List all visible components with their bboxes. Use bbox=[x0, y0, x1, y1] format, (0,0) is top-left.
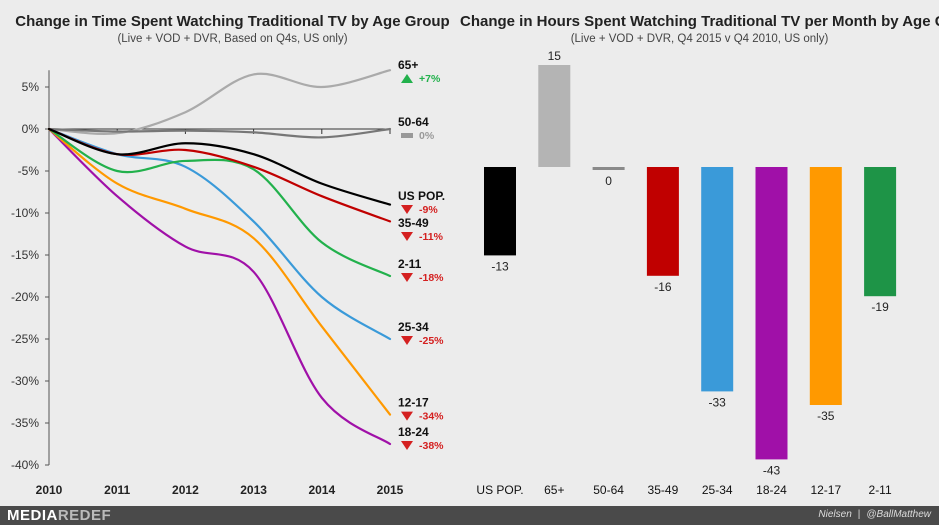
bar-value-35-49: -16 bbox=[654, 280, 672, 294]
y-tick-label: 0% bbox=[22, 122, 40, 136]
series-change-25-34: -25% bbox=[419, 335, 444, 347]
series-label-12-17: 12-17 bbox=[398, 396, 429, 410]
y-tick-label: -25% bbox=[11, 332, 39, 346]
y-tick-label: -15% bbox=[11, 248, 39, 262]
bar-65plus bbox=[538, 65, 571, 167]
flat-dash-icon bbox=[401, 133, 413, 138]
bar-18-24 bbox=[755, 167, 788, 460]
bar-value-2-11: -19 bbox=[871, 300, 889, 314]
down-arrow-icon bbox=[401, 205, 413, 214]
series-line-us-pop bbox=[47, 127, 392, 206]
series-change-us-pop: -9% bbox=[419, 204, 438, 216]
credit: Nielsen | @BallMatthew bbox=[818, 509, 931, 520]
y-tick-label: -30% bbox=[11, 374, 39, 388]
category-label-2-11: 2-11 bbox=[869, 483, 892, 497]
bar-50-64 bbox=[592, 167, 625, 170]
down-arrow-icon bbox=[401, 336, 413, 345]
series-change-65plus: +7% bbox=[419, 73, 441, 85]
series-line-35-49 bbox=[47, 127, 392, 223]
bar-chart-title: Change in Hours Spent Watching Tradition… bbox=[460, 13, 939, 30]
series-line-65plus bbox=[47, 69, 392, 135]
series-change-50-64: 0% bbox=[419, 130, 435, 142]
category-label-65plus: 65+ bbox=[544, 483, 564, 497]
series-label-us-pop: US POP. bbox=[398, 189, 445, 203]
bar-value-50-64: 0 bbox=[605, 174, 612, 188]
series-label-65plus: 65+ bbox=[398, 58, 418, 72]
series-line-50-64 bbox=[47, 127, 392, 139]
source-label: Nielsen bbox=[818, 509, 852, 520]
series-change-2-11: -18% bbox=[419, 272, 444, 284]
line-chart: 5% 0% -5% -10% -15% -20% -25% -30% -35% -40% 2010 2… bbox=[11, 58, 445, 497]
x-tick-label: 2013 bbox=[240, 483, 267, 497]
x-tick-label: 2014 bbox=[308, 483, 335, 497]
author-handle: @BallMatthew bbox=[866, 509, 931, 520]
brand-logo: MEDIAREDEF bbox=[7, 507, 111, 524]
bar-2-11 bbox=[864, 167, 897, 297]
series-line-2-11 bbox=[47, 127, 392, 278]
x-tick-label: 2012 bbox=[172, 483, 199, 497]
bar-value-12-17: -35 bbox=[817, 409, 835, 423]
line-chart-subtitle: (Live + VOD + DVR, Based on Q4s, US only… bbox=[117, 33, 348, 45]
x-tick-label: 2015 bbox=[377, 483, 404, 497]
category-label-50-64: 50-64 bbox=[593, 483, 624, 497]
credit-separator: | bbox=[857, 509, 861, 520]
series-label-18-24: 18-24 bbox=[398, 425, 429, 439]
series-change-12-17: -34% bbox=[419, 411, 444, 423]
down-arrow-icon bbox=[401, 273, 413, 282]
series-label-2-11: 2-11 bbox=[398, 257, 422, 271]
y-tick-label: -40% bbox=[11, 458, 39, 472]
category-label-18-24: 18-24 bbox=[756, 483, 787, 497]
series-change-35-49: -11% bbox=[419, 231, 444, 243]
y-tick-label: -10% bbox=[11, 206, 39, 220]
brand-part-1: MEDIA bbox=[7, 507, 58, 524]
series-label-35-49: 35-49 bbox=[398, 216, 429, 230]
y-tick-label: -5% bbox=[18, 164, 40, 178]
bar-value-25-34: -33 bbox=[709, 395, 727, 409]
series-line-18-24 bbox=[47, 127, 392, 446]
line-chart-title: Change in Time Spent Watching Traditiona… bbox=[15, 13, 450, 30]
footer: MEDIAREDEF Nielsen | @BallMatthew bbox=[0, 506, 939, 525]
category-label-12-17: 12-17 bbox=[810, 483, 841, 497]
x-tick-label: 2011 bbox=[104, 483, 130, 497]
y-tick-label: 5% bbox=[22, 80, 40, 94]
bar-value-65plus: 15 bbox=[548, 49, 562, 63]
bar-35-49 bbox=[646, 167, 679, 276]
bar-chart: -13 US POP. 15 65+ 0 50-64 -16 35-49 -33 25-34 -43… bbox=[476, 49, 897, 497]
category-label-us-pop: US POP. bbox=[476, 483, 523, 497]
down-arrow-icon bbox=[401, 441, 413, 450]
series-label-25-34: 25-34 bbox=[398, 320, 429, 334]
bar-12-17 bbox=[809, 167, 842, 405]
y-tick-label: -35% bbox=[11, 416, 39, 430]
down-arrow-icon bbox=[401, 411, 413, 421]
bar-25-34 bbox=[701, 167, 734, 392]
category-label-35-49: 35-49 bbox=[648, 483, 679, 497]
category-label-25-34: 25-34 bbox=[702, 483, 733, 497]
up-arrow-icon bbox=[401, 74, 413, 83]
y-tick-label: -20% bbox=[11, 290, 39, 304]
series-label-50-64: 50-64 bbox=[398, 115, 429, 129]
bar-value-18-24: -43 bbox=[763, 463, 781, 477]
down-arrow-icon bbox=[401, 232, 413, 241]
bar-chart-subtitle: (Live + VOD + DVR, Q4 2015 v Q4 2010, US… bbox=[570, 33, 829, 45]
series-change-18-24: -38% bbox=[419, 440, 444, 452]
bar-us-pop bbox=[484, 167, 516, 256]
bar-value-us-pop: -13 bbox=[491, 259, 509, 273]
x-tick-label: 2010 bbox=[36, 483, 63, 497]
series-line-12-17 bbox=[47, 127, 392, 416]
brand-part-2: REDEF bbox=[57, 507, 112, 524]
